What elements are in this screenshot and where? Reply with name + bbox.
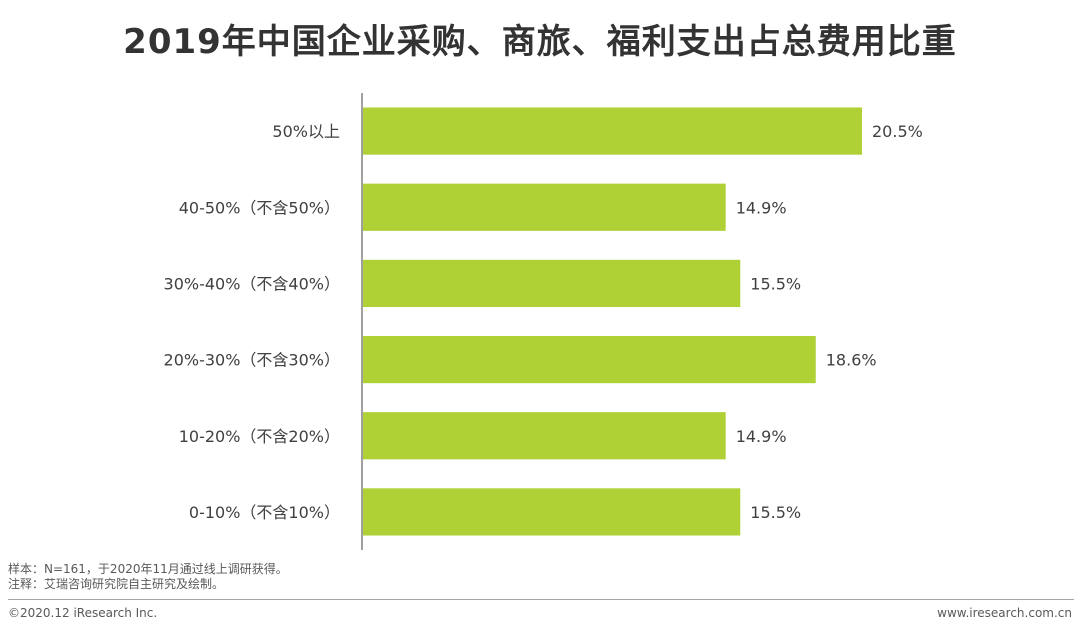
copyright-text: ©2020.12 iResearch Inc. [8,606,158,620]
data-label: 14.9% [736,198,787,217]
chart-title: 2019年中国企业采购、商旅、福利支出占总费用比重 [123,22,957,62]
data-label: 14.9% [736,427,787,446]
bar [363,183,726,231]
website-text: www.iresearch.com.cn [937,606,1072,620]
category-label: 0-10%（不含10%） [189,503,340,522]
category-label: 40-50%（不含50%） [179,198,340,217]
data-label: 20.5% [872,122,923,141]
category-label: 30%-40%（不含40%） [164,274,340,293]
data-label: 15.5% [750,274,801,293]
data-label: 15.5% [750,503,801,522]
bar [363,259,741,308]
bar [363,412,726,460]
bar [363,488,741,536]
category-label: 20%-30%（不含30%） [164,351,340,370]
footer-divider [8,599,1074,600]
category-label: 50%以上 [272,122,340,141]
bar-chart: 50%以上 20.5% 40-50%（不含50%） 14.9% 30%-40%（不含40… [164,93,923,550]
bar [363,335,816,384]
sample-note: 样本：N=161，于2020年11月通过线上调研获得。 [8,562,288,576]
bar [363,107,862,155]
footnotes: 样本：N=161，于2020年11月通过线上调研获得。 注释：艾瑞咨询研究院自主… [8,562,288,592]
category-label: 10-20%（不含20%） [179,427,340,446]
source-note: 注释：艾瑞咨询研究院自主研究及绘制。 [8,577,225,591]
data-label: 18.6% [826,351,877,370]
